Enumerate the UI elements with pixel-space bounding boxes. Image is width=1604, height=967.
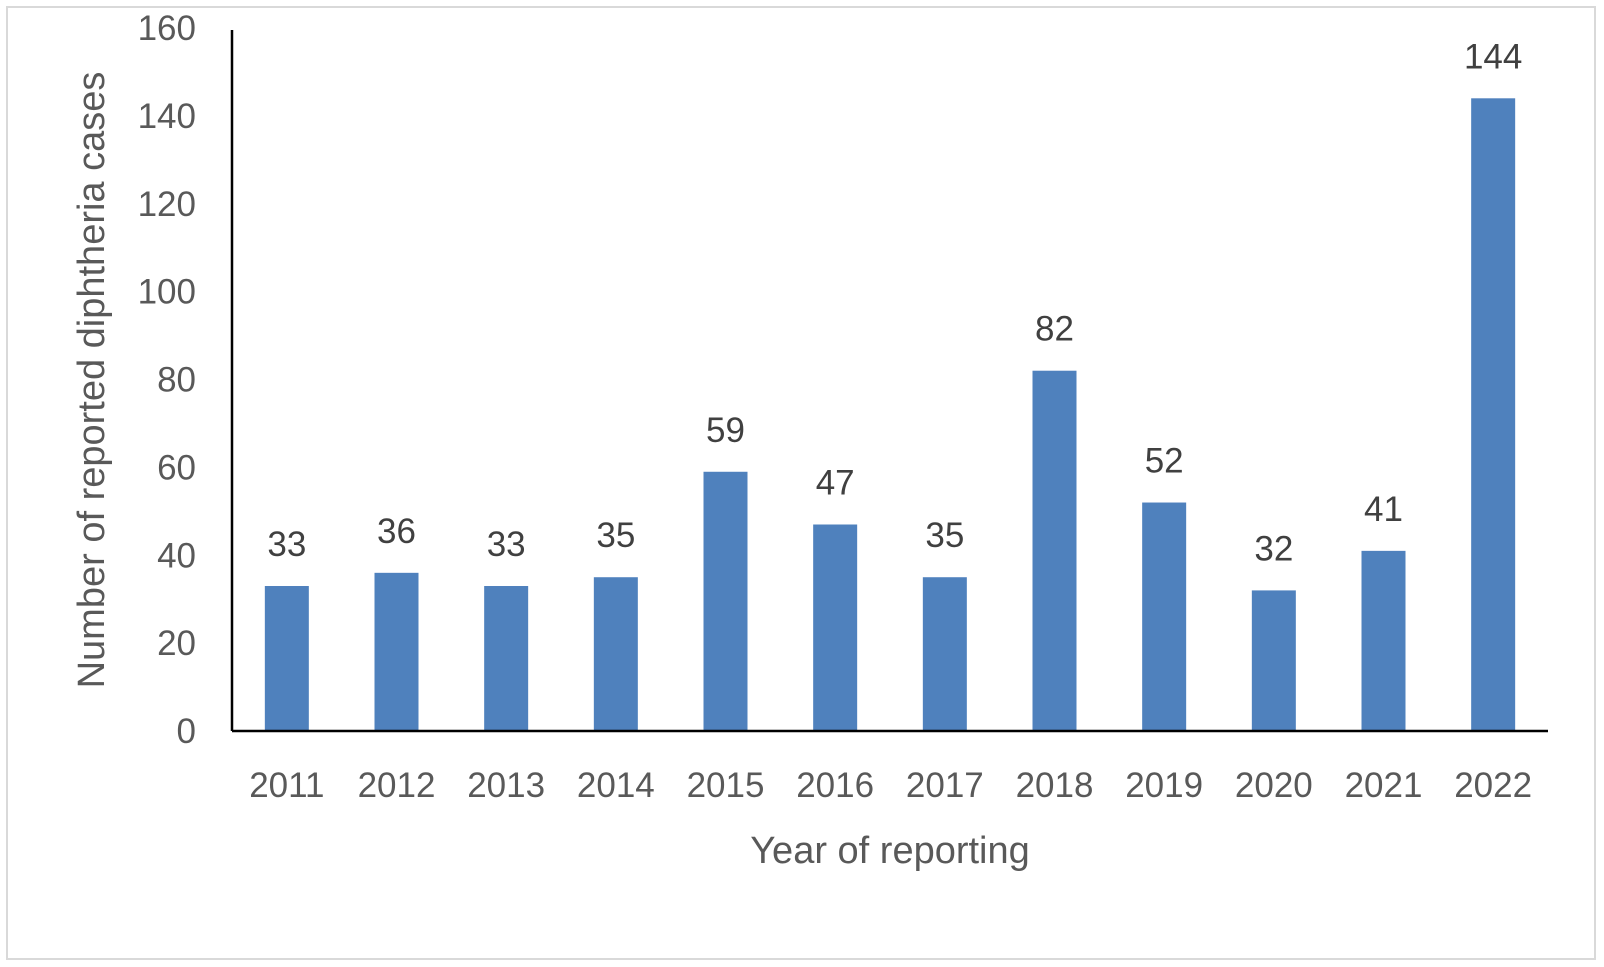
bar-2015 bbox=[703, 471, 748, 731]
data-label-2016: 47 bbox=[816, 463, 855, 502]
x-tick-label-2017: 2017 bbox=[906, 766, 984, 805]
x-tick-label-2015: 2015 bbox=[687, 766, 765, 805]
bar-2018 bbox=[1032, 370, 1077, 731]
y-tick-label: 40 bbox=[157, 536, 196, 575]
x-tick-label-2011: 2011 bbox=[249, 766, 324, 805]
bars-layer bbox=[264, 98, 1516, 732]
data-label-2020: 32 bbox=[1254, 529, 1293, 568]
y-tick-label: 120 bbox=[138, 185, 196, 224]
data-label-2013: 33 bbox=[487, 525, 526, 564]
bar-2019 bbox=[1142, 502, 1187, 731]
y-tick-label: 140 bbox=[138, 97, 196, 136]
x-tick-label-2021: 2021 bbox=[1345, 766, 1423, 805]
x-axis-title: Year of reporting bbox=[750, 830, 1030, 872]
bar-2012 bbox=[374, 572, 419, 731]
y-tick-label: 100 bbox=[138, 273, 196, 312]
x-tick-label-2014: 2014 bbox=[577, 766, 655, 805]
bar-2020 bbox=[1251, 590, 1296, 731]
bar-2022 bbox=[1471, 98, 1516, 732]
data-label-2012: 36 bbox=[377, 512, 416, 551]
x-tick-label-2019: 2019 bbox=[1125, 766, 1203, 805]
x-tick-label-2016: 2016 bbox=[796, 766, 874, 805]
data-label-2022: 144 bbox=[1464, 37, 1522, 76]
bar-2011 bbox=[264, 586, 309, 731]
y-tick-label: 60 bbox=[157, 448, 196, 487]
data-label-2011: 33 bbox=[267, 525, 306, 564]
data-label-2017: 35 bbox=[925, 516, 964, 555]
y-tick-label: 20 bbox=[157, 624, 196, 663]
axes-layer bbox=[230, 30, 1548, 733]
y-tick-labels: 0 20 40 60 80 100 120 140 160 bbox=[138, 9, 196, 751]
y-tick-label: 80 bbox=[157, 361, 196, 400]
y-tick-label: 0 bbox=[177, 712, 196, 751]
bar-2014 bbox=[593, 577, 638, 731]
data-label-2021: 41 bbox=[1364, 490, 1403, 529]
x-tick-label-2013: 2013 bbox=[467, 766, 545, 805]
x-tick-labels: 2011 2012 2013 2014 2015 2016 2017 2018 2019 2020… bbox=[249, 766, 1532, 805]
data-labels-layer: 33 36 33 35 59 47 35 82 52 32 41 144 bbox=[267, 37, 1522, 568]
x-tick-label-2022: 2022 bbox=[1454, 766, 1532, 805]
data-label-2019: 52 bbox=[1145, 442, 1184, 481]
bar-2017 bbox=[922, 577, 967, 731]
bar-2016 bbox=[813, 524, 858, 731]
data-label-2015: 59 bbox=[706, 411, 745, 450]
bar-2021 bbox=[1361, 550, 1406, 731]
data-label-2018: 82 bbox=[1035, 310, 1074, 349]
x-tick-label-2020: 2020 bbox=[1235, 766, 1313, 805]
x-tick-label-2012: 2012 bbox=[358, 766, 436, 805]
bar-2013 bbox=[484, 586, 529, 731]
y-tick-label: 160 bbox=[138, 9, 196, 48]
x-tick-label-2018: 2018 bbox=[1016, 766, 1094, 805]
chart-frame bbox=[6, 6, 1596, 960]
data-label-2014: 35 bbox=[596, 516, 635, 555]
y-axis-title: Number of reported diphtheria cases bbox=[71, 72, 113, 689]
